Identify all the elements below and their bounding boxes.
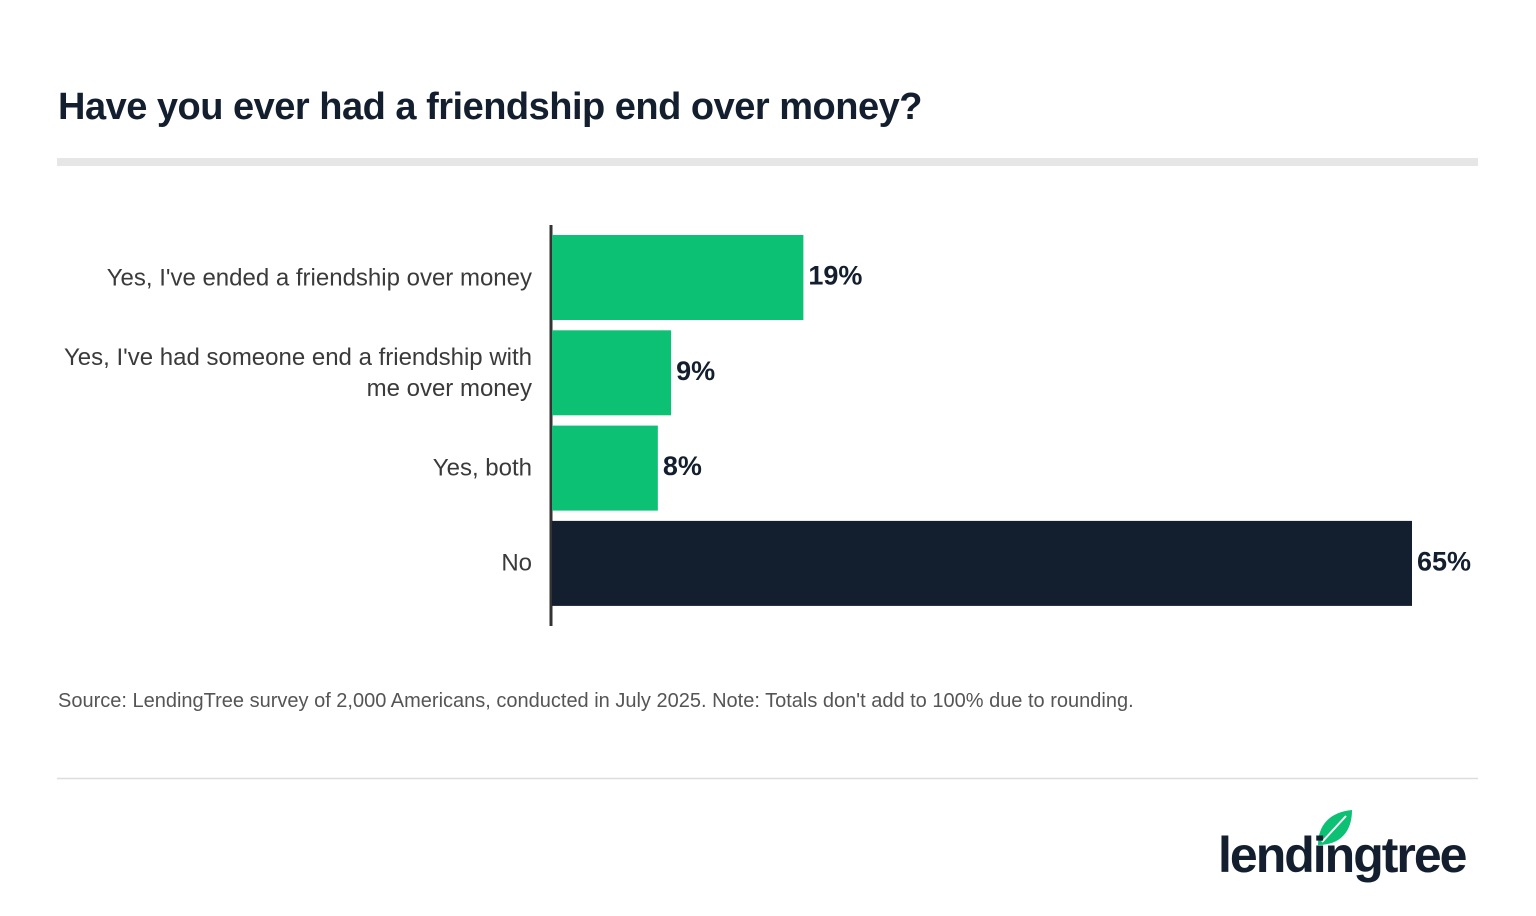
value-label: 65% xyxy=(1417,547,1471,577)
bar xyxy=(552,235,804,320)
logo-leaf-vein xyxy=(1321,815,1347,843)
bar xyxy=(552,425,658,511)
source-note: Source: LendingTree survey of 2,000 Amer… xyxy=(58,690,1134,712)
value-label: 19% xyxy=(808,261,862,291)
title-rule xyxy=(57,158,1478,166)
chart-title: Have you ever had a friendship end over … xyxy=(58,86,922,128)
bar xyxy=(552,520,1412,606)
logo: lendingtree xyxy=(1218,827,1467,883)
category-label: No xyxy=(501,549,532,577)
value-label: 8% xyxy=(663,451,702,481)
value-label: 9% xyxy=(676,356,715,386)
category-label: Yes, I've had someone end a friendship w… xyxy=(64,343,532,402)
category-label: Yes, both xyxy=(432,454,532,482)
category-label: Yes, I've ended a friendship over money xyxy=(106,264,532,291)
bar xyxy=(552,330,672,416)
